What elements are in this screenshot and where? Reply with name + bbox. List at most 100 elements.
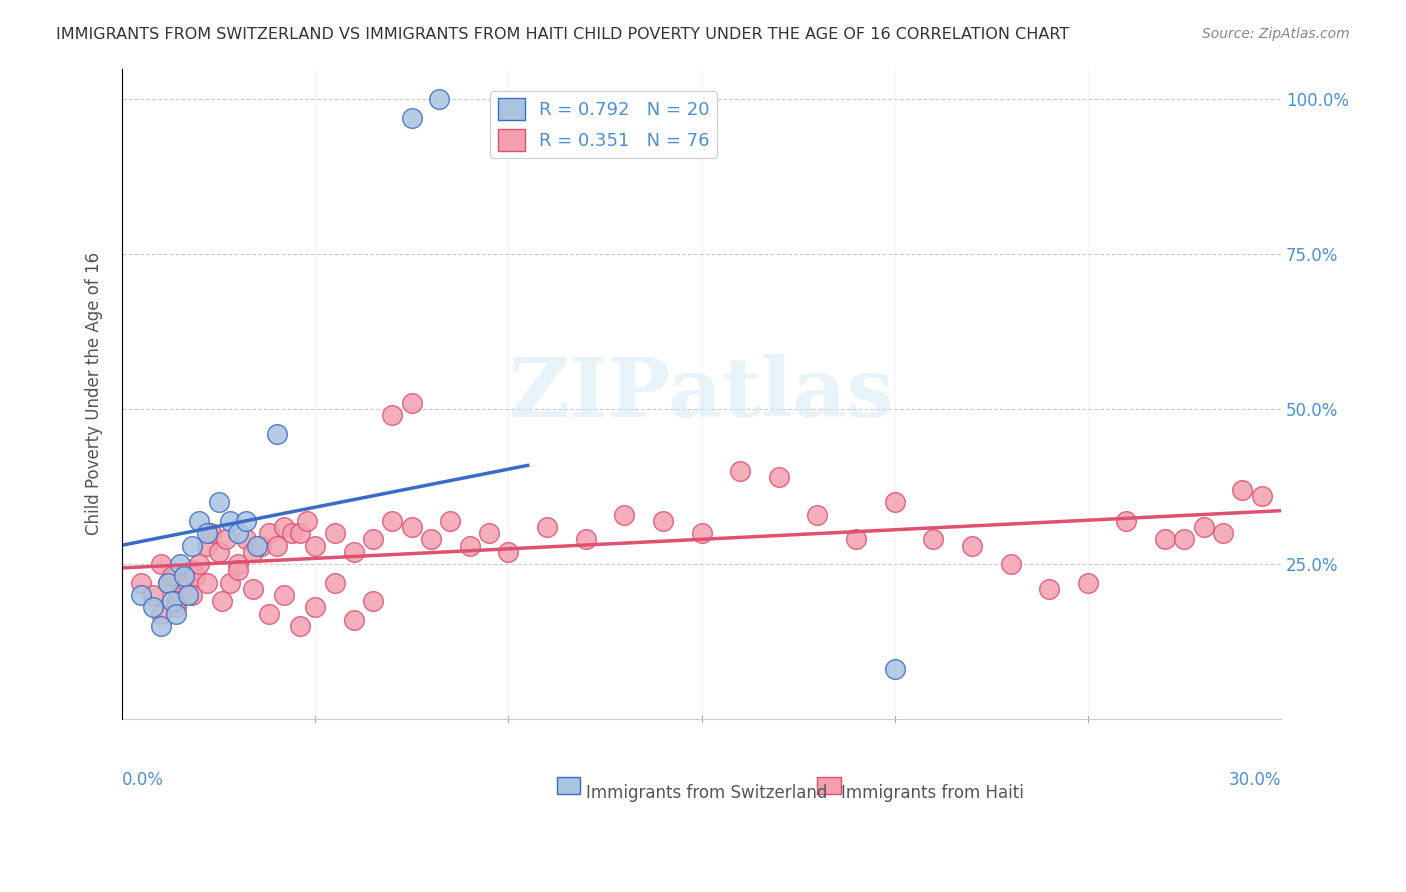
Point xyxy=(215,533,238,547)
Point xyxy=(768,470,790,484)
Point xyxy=(401,520,423,534)
Point xyxy=(242,582,264,596)
Point xyxy=(1154,533,1177,547)
Point xyxy=(235,533,257,547)
Point xyxy=(188,514,211,528)
Text: ZIPatlas: ZIPatlas xyxy=(509,354,894,434)
Point xyxy=(845,533,868,547)
Point xyxy=(883,495,905,509)
Point xyxy=(420,533,443,547)
Point xyxy=(288,526,311,541)
Point xyxy=(180,588,202,602)
Point xyxy=(195,575,218,590)
Point xyxy=(169,588,191,602)
Point xyxy=(180,539,202,553)
Point xyxy=(169,557,191,571)
Point xyxy=(242,544,264,558)
Point xyxy=(304,600,326,615)
Point xyxy=(173,582,195,596)
Point xyxy=(188,557,211,571)
FancyBboxPatch shape xyxy=(817,778,841,794)
Point xyxy=(177,575,200,590)
Point xyxy=(207,495,229,509)
Point xyxy=(162,569,184,583)
Point xyxy=(458,539,481,553)
Point xyxy=(381,514,404,528)
Point xyxy=(297,514,319,528)
Point xyxy=(1173,533,1195,547)
Point xyxy=(131,588,153,602)
Point xyxy=(1212,526,1234,541)
Point xyxy=(806,508,828,522)
Point xyxy=(613,508,636,522)
Point xyxy=(180,563,202,577)
Point xyxy=(149,607,172,621)
Text: IMMIGRANTS FROM SWITZERLAND VS IMMIGRANTS FROM HAITI CHILD POVERTY UNDER THE AGE: IMMIGRANTS FROM SWITZERLAND VS IMMIGRANT… xyxy=(56,27,1070,42)
Point xyxy=(246,539,269,553)
Point xyxy=(728,464,751,478)
Point xyxy=(343,613,366,627)
Point xyxy=(149,557,172,571)
Point xyxy=(575,533,598,547)
Text: Source: ZipAtlas.com: Source: ZipAtlas.com xyxy=(1202,27,1350,41)
Point xyxy=(162,594,184,608)
Point xyxy=(226,557,249,571)
Point xyxy=(184,569,207,583)
Point xyxy=(195,526,218,541)
Point xyxy=(651,514,673,528)
Point xyxy=(883,662,905,676)
Point xyxy=(211,594,233,608)
Point xyxy=(1077,575,1099,590)
Point xyxy=(427,93,450,107)
Point xyxy=(439,514,461,528)
Point xyxy=(165,607,187,621)
Point xyxy=(142,600,165,615)
Point xyxy=(536,520,558,534)
Y-axis label: Child Poverty Under the Age of 16: Child Poverty Under the Age of 16 xyxy=(86,252,103,535)
Point xyxy=(257,607,280,621)
Point xyxy=(1038,582,1060,596)
Point xyxy=(288,619,311,633)
Point xyxy=(235,514,257,528)
Point xyxy=(131,575,153,590)
Point xyxy=(195,539,218,553)
Point xyxy=(173,569,195,583)
Point xyxy=(177,588,200,602)
Text: Immigrants from Haiti: Immigrants from Haiti xyxy=(841,784,1024,802)
Point xyxy=(157,575,180,590)
Point xyxy=(381,409,404,423)
Point xyxy=(361,594,384,608)
Point xyxy=(361,533,384,547)
Point xyxy=(1250,489,1272,503)
Point xyxy=(142,588,165,602)
Point xyxy=(498,544,520,558)
Point xyxy=(157,575,180,590)
Point xyxy=(323,575,346,590)
Point xyxy=(226,563,249,577)
Point xyxy=(922,533,945,547)
Point xyxy=(257,526,280,541)
Text: 0.0%: 0.0% xyxy=(122,771,165,789)
Point xyxy=(401,396,423,410)
Point xyxy=(250,539,273,553)
Point xyxy=(219,575,242,590)
Point xyxy=(165,594,187,608)
Point xyxy=(1115,514,1137,528)
Point xyxy=(343,544,366,558)
Point xyxy=(1192,520,1215,534)
FancyBboxPatch shape xyxy=(557,778,579,794)
Point xyxy=(207,544,229,558)
Point xyxy=(690,526,713,541)
Point xyxy=(273,588,295,602)
Point xyxy=(304,539,326,553)
Point xyxy=(219,514,242,528)
Point xyxy=(478,526,501,541)
Point xyxy=(1000,557,1022,571)
Point xyxy=(165,600,187,615)
Point xyxy=(281,526,304,541)
Point xyxy=(323,526,346,541)
Point xyxy=(266,539,288,553)
Point xyxy=(273,520,295,534)
Point xyxy=(1232,483,1254,497)
Point xyxy=(226,526,249,541)
